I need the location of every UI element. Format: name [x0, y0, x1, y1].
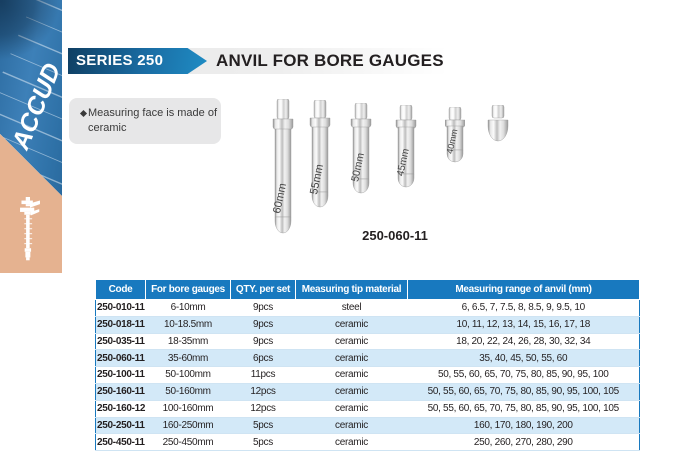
svg-text:4: 4 — [54, 294, 62, 313]
svg-text:5: 5 — [23, 368, 37, 387]
